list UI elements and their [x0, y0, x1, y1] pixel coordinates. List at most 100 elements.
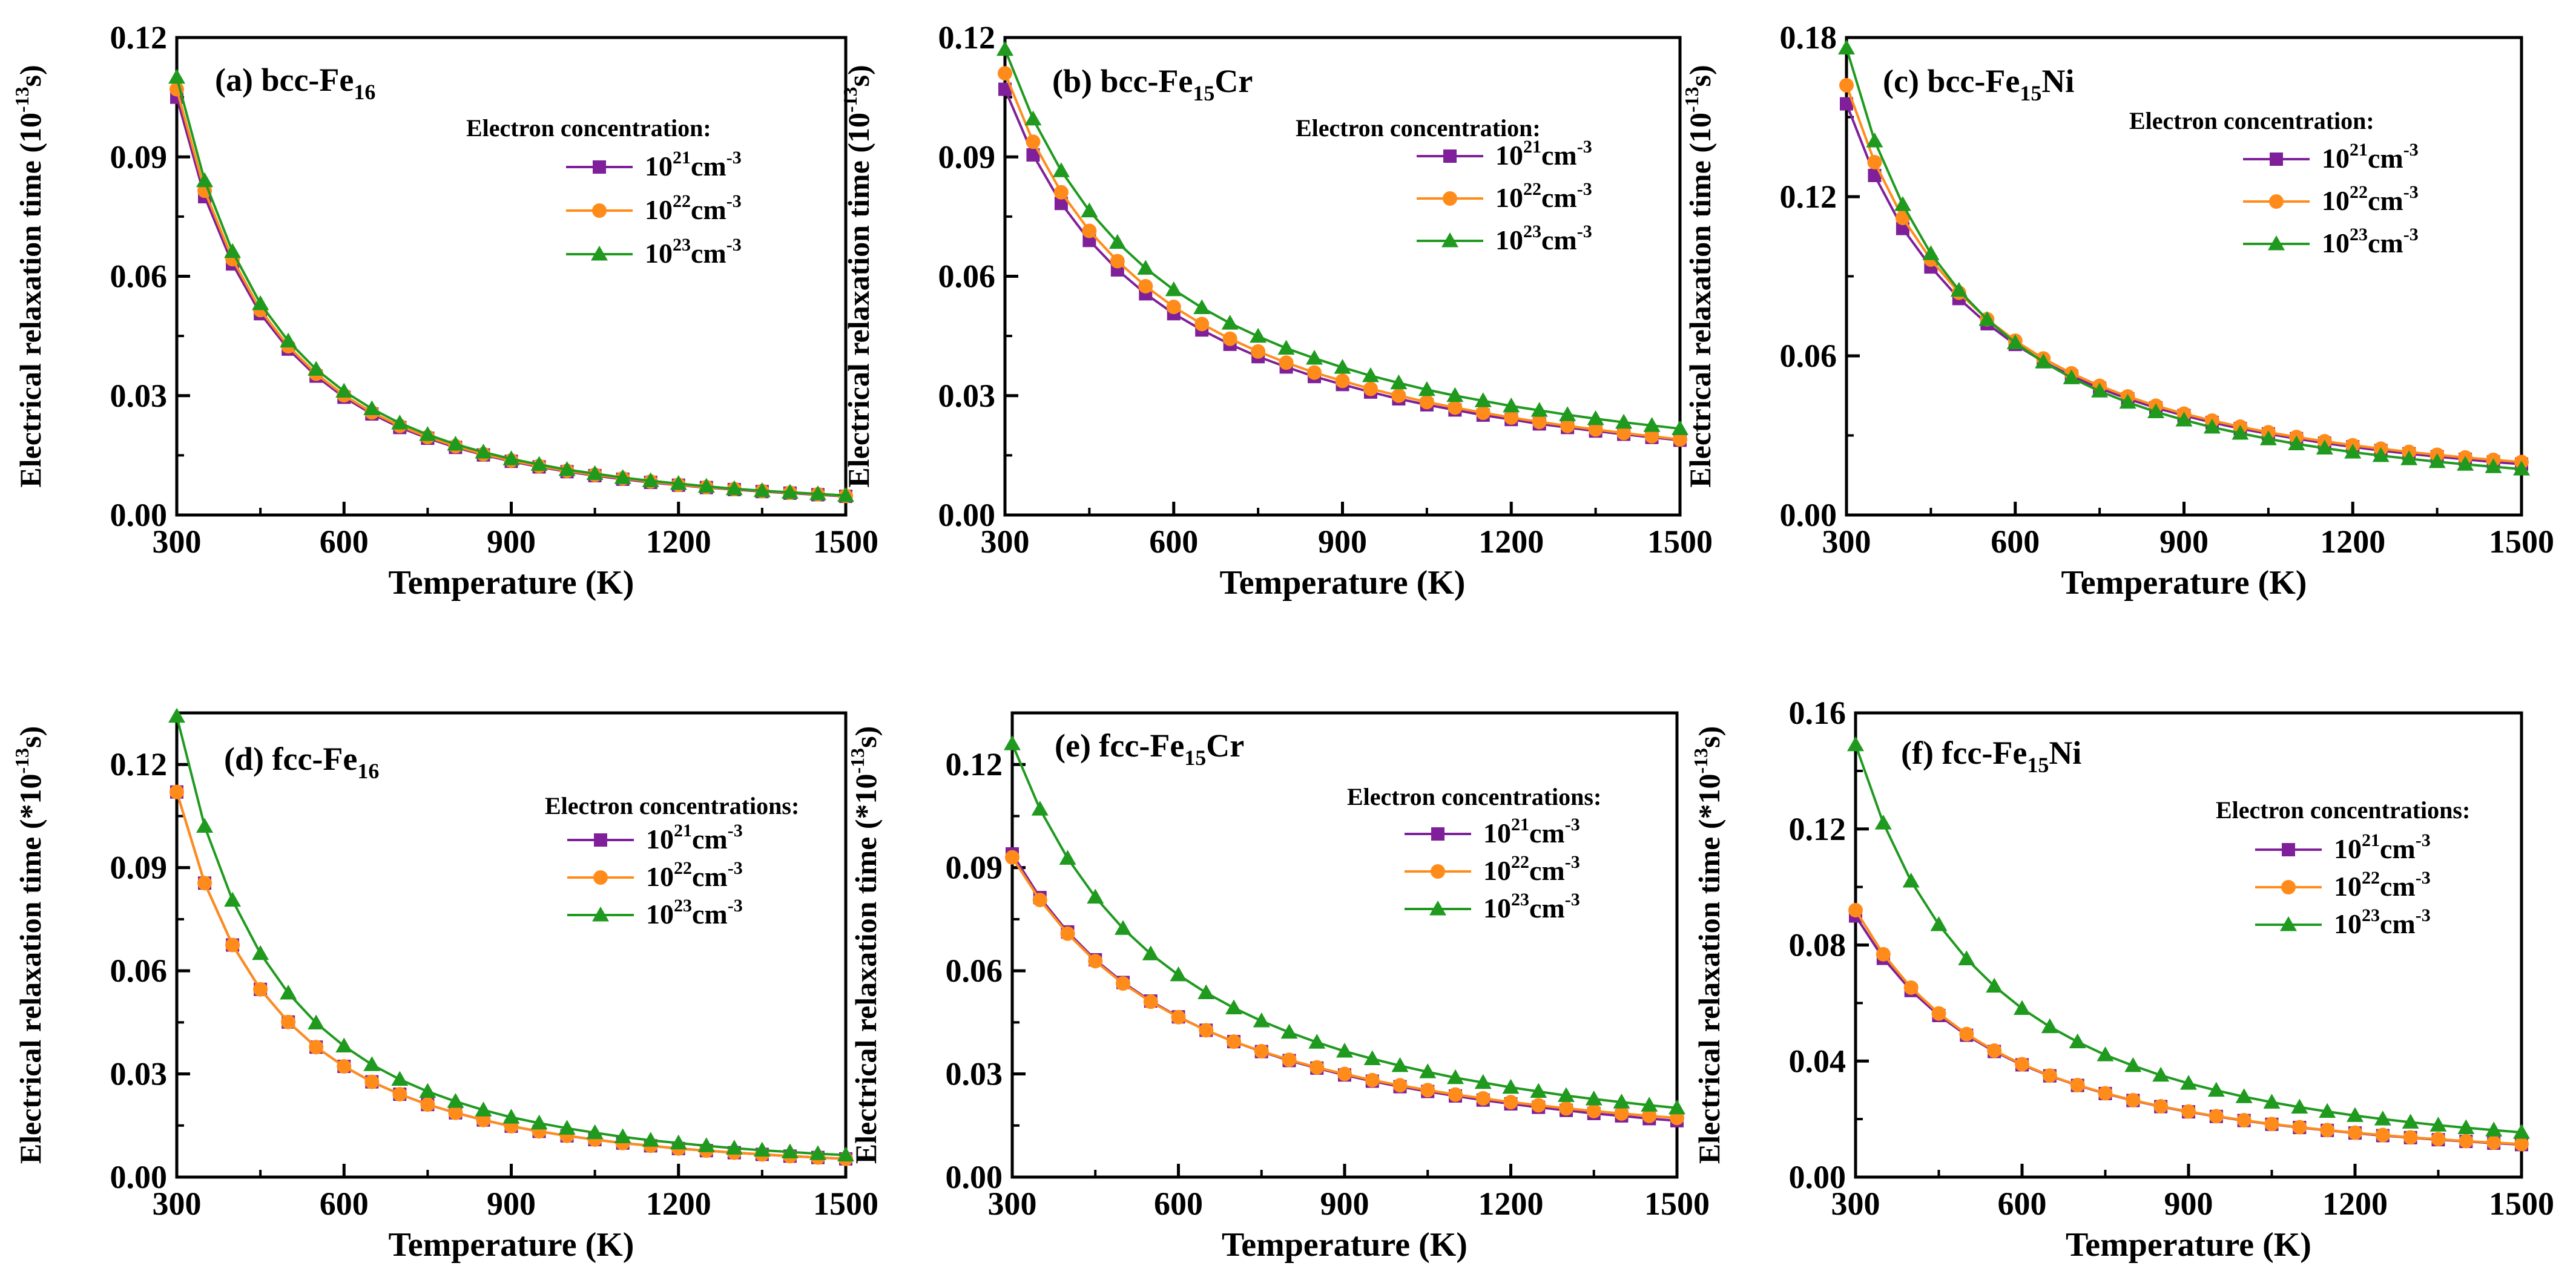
data-point: [1840, 97, 1853, 111]
panel-title: (d) fcc-Fe16: [224, 741, 379, 783]
data-point: [998, 66, 1012, 81]
data-point: [837, 1146, 854, 1162]
data-point: [1280, 1023, 1298, 1039]
legend-base: 10: [645, 194, 673, 225]
data-point: [2209, 1109, 2224, 1124]
panel-title-text: (e) fcc-Fe: [1055, 727, 1184, 764]
panel-title-suffix: Ni: [2049, 735, 2081, 771]
panel-title-subscript: 16: [357, 759, 379, 783]
data-point: [1475, 1091, 1491, 1106]
x-tick-label: 900: [2164, 1186, 2213, 1222]
y-axis-title: Electrical relaxation time (10-13s): [11, 65, 47, 487]
data-point: [1334, 359, 1351, 374]
data-point: [2264, 1117, 2279, 1132]
data-point: [1307, 365, 1322, 380]
data-point: [1005, 850, 1020, 865]
data-point: [420, 1097, 435, 1112]
panel-title-suffix: Cr: [1206, 727, 1244, 764]
legend-unit-exponent: -3: [728, 821, 743, 841]
data-point: [2235, 1088, 2253, 1103]
legend-entry: 1021cm-3: [2322, 140, 2419, 174]
data-point: [2513, 461, 2530, 476]
legend-exponent: 21: [2362, 830, 2380, 850]
legend: Electron concentrations:1021cm-31022cm-3…: [2216, 796, 2470, 939]
y-tick-label: 0.04: [1789, 1043, 1846, 1079]
plot-frame: [175, 36, 848, 517]
legend-entry: 1023cm-3: [1483, 890, 1580, 924]
data-point: [224, 891, 242, 907]
y-axis-title: Electrical relaxation time (10-13s): [1681, 65, 1717, 487]
legend-exponent: 23: [2350, 225, 2368, 244]
legend-entry: 1022cm-3: [1495, 179, 1592, 213]
legend-base: 10: [646, 824, 674, 855]
legend-exponent: 23: [2362, 905, 2380, 925]
data-point: [1031, 801, 1049, 816]
data-point: [1199, 1023, 1214, 1038]
data-point: [447, 1093, 464, 1108]
data-point: [1227, 1034, 1241, 1049]
y-axis-title-unit: s): [1683, 65, 1717, 87]
y-axis-title-unit: s): [1692, 726, 1726, 748]
data-point: [1004, 735, 1021, 750]
data-point: [475, 1101, 492, 1117]
legend-entry: 1022cm-3: [2334, 868, 2431, 902]
legend-base: 10: [2334, 908, 2362, 939]
data-point: [1060, 926, 1075, 941]
series-3: [168, 707, 854, 1162]
legend: Electron concentration:1021cm-31022cm-31…: [1296, 114, 1592, 255]
x-tick-label: 1200: [646, 1186, 711, 1222]
y-axis-title: Electrical relaxation time (10-13s): [839, 65, 875, 487]
data-point: [335, 382, 353, 398]
legend-unit-exponent: -3: [2403, 140, 2419, 160]
x-tick-label: 1200: [646, 523, 711, 560]
y-axis-title-text: Electrical relaxation time (10: [13, 113, 47, 488]
data-point: [1418, 381, 1435, 396]
data-point: [1306, 349, 1323, 365]
y-tick-label: 0.06: [946, 953, 1003, 989]
legend: Electron concentrations:1021cm-31022cm-3…: [1347, 783, 1601, 924]
data-point: [2232, 424, 2249, 440]
plot-frame: [1003, 36, 1682, 517]
legend-exponent: 22: [2350, 182, 2368, 202]
plot-frame: [175, 711, 848, 1179]
data-point: [1560, 418, 1575, 433]
series-3: [1838, 39, 2530, 476]
legend-title: Electron concentration:: [466, 114, 711, 142]
legend-title: Electron concentrations:: [2216, 796, 2470, 824]
data-point: [2119, 393, 2136, 409]
series-1: [170, 785, 852, 1166]
data-point: [1143, 994, 1158, 1009]
y-axis-title-unit: s): [842, 65, 875, 87]
legend-entry: 1023cm-3: [646, 896, 743, 930]
x-tick-label: 1500: [2489, 523, 2554, 560]
data-point: [1138, 278, 1153, 294]
data-point: [1474, 392, 1492, 407]
data-point: [2063, 369, 2080, 384]
panel-title-text: (d) fcc-Fe: [224, 741, 357, 777]
y-tick-label: 0.12: [1789, 811, 1846, 847]
panel-title: (b) bcc-Fe15Cr: [1052, 63, 1253, 105]
data-point: [1447, 1069, 1464, 1084]
x-axis-title: Temperature (K): [389, 1226, 634, 1264]
legend-base: 10: [1483, 818, 1511, 848]
data-point: [280, 332, 297, 348]
y-axis-title: Electrical relaxation time (*10-13s): [11, 726, 47, 1164]
data-point: [1502, 1078, 1520, 1094]
data-point: [1087, 888, 1104, 904]
data-point: [170, 784, 184, 799]
data-point: [1867, 155, 1882, 170]
panel-title-subscript: 15: [1193, 81, 1214, 105]
data-point: [1950, 281, 1968, 297]
legend-entry: 1021cm-3: [1483, 815, 1580, 848]
data-point: [1335, 373, 1350, 389]
x-tick-label: 900: [487, 1186, 536, 1222]
data-point: [308, 1014, 325, 1029]
data-point: [2372, 447, 2390, 462]
data-point: [837, 487, 854, 502]
data-point: [1615, 413, 1633, 429]
data-point: [1253, 1012, 1270, 1028]
legend-unit: cm: [1541, 182, 1577, 213]
data-point: [1986, 977, 2003, 993]
legend-unit: cm: [2380, 833, 2416, 864]
y-axis-title-text: Electrical relaxation time (10: [842, 113, 875, 488]
